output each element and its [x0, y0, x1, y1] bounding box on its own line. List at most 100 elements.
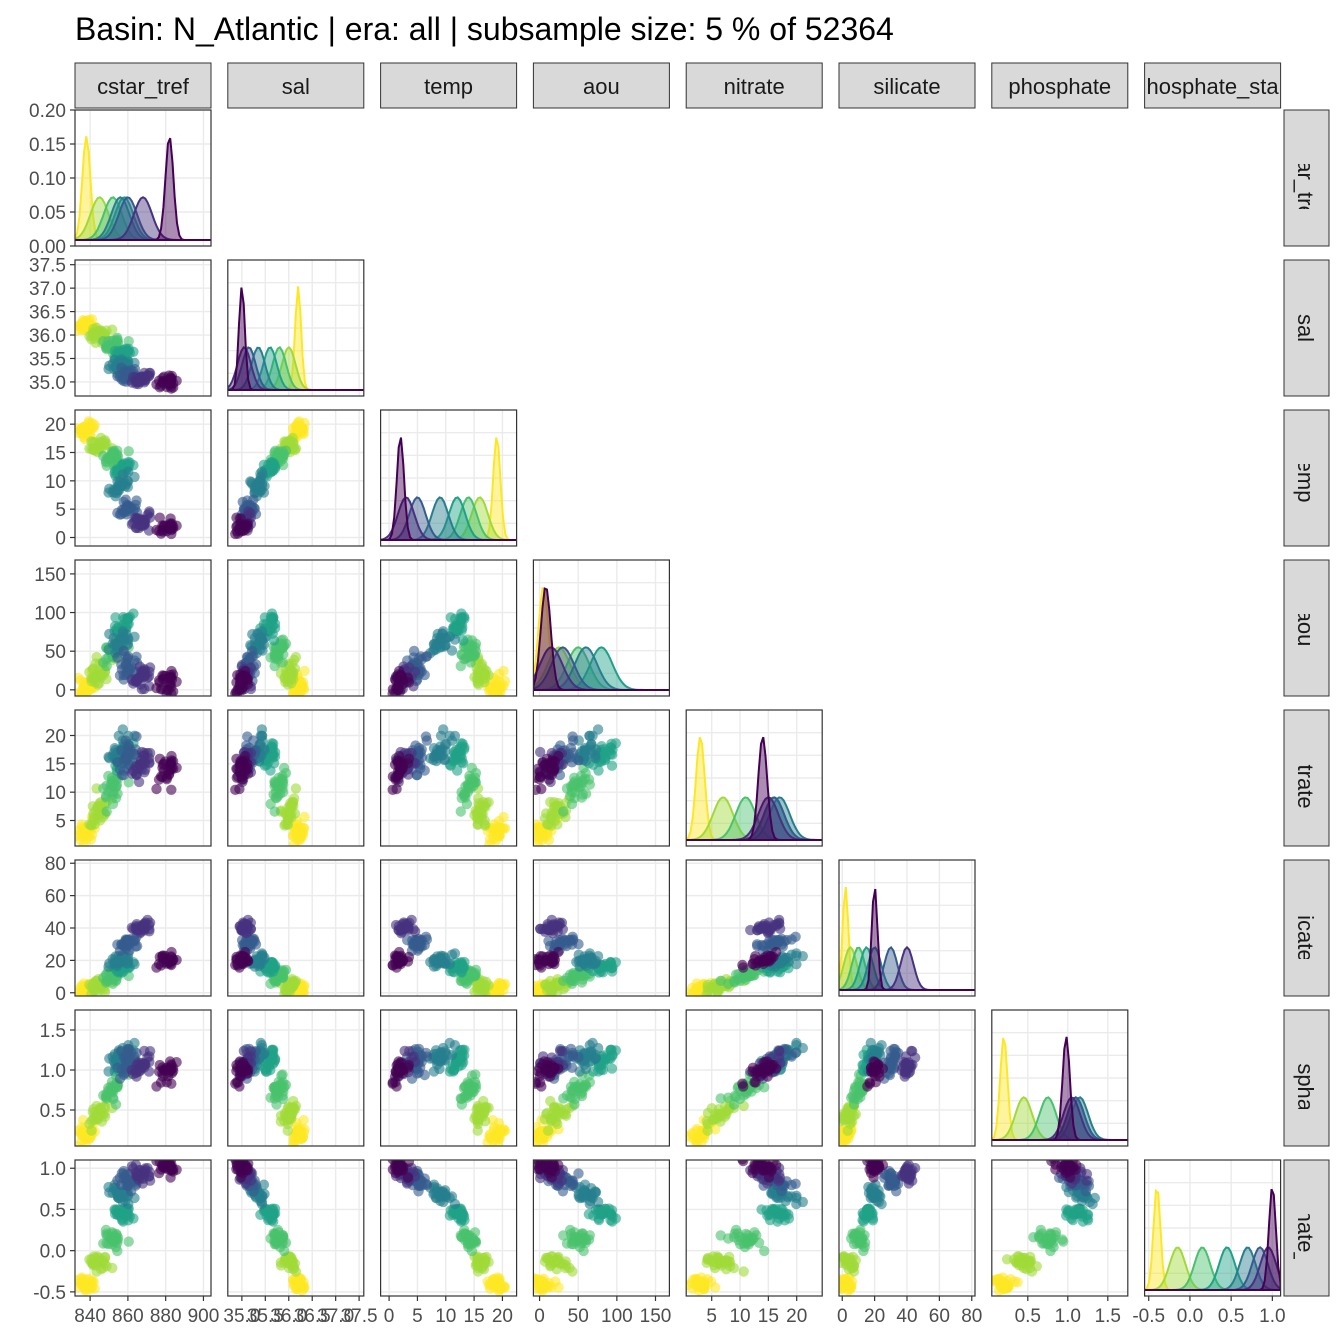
point — [456, 787, 467, 798]
point — [295, 833, 306, 845]
point — [90, 658, 101, 669]
point — [86, 1125, 97, 1136]
density-nitrate-group-7 — [686, 736, 823, 841]
panel-nitrate-vs-aou — [532, 709, 671, 847]
point — [716, 1110, 727, 1122]
point — [243, 506, 254, 517]
point — [133, 513, 144, 524]
point — [242, 652, 253, 663]
col-strip-aou: aou — [532, 62, 670, 109]
point — [568, 1084, 579, 1095]
point — [498, 665, 509, 677]
point — [549, 1101, 560, 1113]
point — [295, 1127, 306, 1139]
point — [493, 990, 504, 996]
point — [101, 806, 112, 817]
point — [166, 1078, 177, 1089]
point — [234, 760, 246, 771]
point — [98, 436, 110, 447]
point — [234, 1056, 246, 1067]
panel-phosphate-vs-temp — [380, 1009, 518, 1147]
point — [592, 951, 604, 962]
point — [268, 1044, 279, 1056]
point — [449, 634, 461, 645]
density-phosphate-group-7 — [991, 1036, 1128, 1141]
point — [165, 513, 176, 524]
point — [576, 1088, 587, 1099]
point — [143, 671, 155, 682]
panel-phosphate-vs-sal — [227, 1009, 365, 1147]
point — [457, 1044, 468, 1056]
col-strip-label: sal — [282, 74, 310, 99]
point — [277, 459, 289, 471]
point — [109, 1204, 120, 1215]
point — [449, 730, 461, 742]
point — [77, 315, 89, 326]
point — [123, 777, 134, 788]
point — [282, 1125, 293, 1136]
point — [715, 975, 726, 986]
point — [606, 760, 618, 771]
point — [269, 660, 280, 672]
point — [90, 445, 101, 456]
row-strip-sal: sal — [1283, 259, 1330, 397]
panel-nitrate-vs-cstar_tref — [74, 709, 212, 847]
point — [298, 428, 309, 440]
point — [143, 371, 155, 382]
point — [393, 1056, 404, 1067]
point — [403, 921, 414, 932]
point — [256, 466, 268, 477]
point — [408, 652, 419, 663]
point — [688, 1133, 699, 1145]
point — [457, 612, 468, 624]
density-sal-group-7 — [227, 287, 364, 391]
point — [797, 951, 808, 962]
point — [144, 506, 155, 517]
point — [77, 1277, 89, 1288]
point — [580, 1063, 591, 1075]
panel-aou-vs-cstar_tref — [74, 559, 212, 697]
point — [131, 495, 142, 506]
point — [278, 762, 290, 774]
point — [715, 1093, 726, 1104]
point — [112, 507, 123, 519]
point — [568, 778, 579, 789]
point — [116, 1045, 127, 1057]
row-strip-silicate: silicate — [1283, 859, 1330, 997]
point — [469, 672, 480, 683]
point — [466, 967, 477, 979]
point — [579, 958, 590, 969]
panel-silicate-vs-silicate — [838, 859, 976, 997]
point — [117, 626, 128, 637]
row-strip-label: temp — [1293, 454, 1318, 503]
point — [768, 919, 780, 931]
point — [269, 778, 281, 789]
point — [480, 669, 491, 681]
point — [439, 640, 451, 651]
point — [114, 670, 126, 681]
point — [116, 362, 127, 373]
point — [544, 1071, 556, 1082]
panel-aou-vs-sal — [227, 559, 365, 697]
point — [164, 760, 176, 771]
point — [470, 1110, 481, 1122]
point — [123, 1209, 134, 1220]
point — [473, 793, 484, 804]
point — [751, 925, 763, 936]
point — [164, 956, 176, 967]
point — [458, 635, 469, 646]
point — [129, 936, 141, 947]
point — [112, 476, 123, 487]
row-strip-cstar_tref: cstar_tref — [1283, 109, 1330, 247]
point — [449, 948, 461, 959]
panel-nitrate-vs-sal — [227, 709, 365, 847]
point — [298, 823, 309, 834]
point — [245, 476, 256, 487]
point — [143, 919, 155, 931]
point — [393, 760, 404, 771]
point — [566, 757, 578, 768]
point — [268, 963, 279, 974]
point — [260, 1066, 272, 1077]
point — [90, 1110, 101, 1122]
